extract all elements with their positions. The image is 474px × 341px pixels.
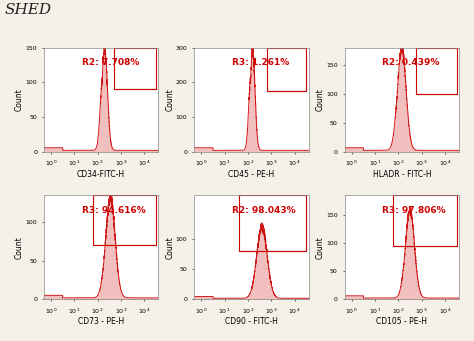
X-axis label: CD105 - PE-H: CD105 - PE-H — [376, 317, 428, 326]
Y-axis label: Count: Count — [15, 236, 24, 258]
Y-axis label: Count: Count — [316, 88, 325, 111]
Y-axis label: Count: Count — [165, 88, 174, 111]
X-axis label: HLADR - FITC-H: HLADR - FITC-H — [373, 169, 431, 178]
Text: R2: 0.439%: R2: 0.439% — [383, 58, 440, 67]
X-axis label: CD45 - PE-H: CD45 - PE-H — [228, 169, 274, 178]
Y-axis label: Count: Count — [15, 88, 24, 111]
Bar — [267, 48, 306, 91]
Text: R3: 94.616%: R3: 94.616% — [82, 206, 146, 214]
Text: SHED: SHED — [5, 3, 52, 17]
X-axis label: CD73 - PE-H: CD73 - PE-H — [78, 317, 124, 326]
Bar — [238, 195, 306, 251]
Text: R3: 1.261%: R3: 1.261% — [232, 58, 289, 67]
Bar — [416, 48, 456, 94]
Text: R2: 98.043%: R2: 98.043% — [232, 206, 296, 214]
Bar — [392, 195, 456, 246]
X-axis label: CD90 - FITC-H: CD90 - FITC-H — [225, 317, 278, 326]
Text: R3: 97.806%: R3: 97.806% — [383, 206, 446, 214]
Y-axis label: Count: Count — [316, 236, 325, 258]
Y-axis label: Count: Count — [165, 236, 174, 258]
Text: R2: 7.708%: R2: 7.708% — [82, 58, 139, 67]
Bar — [114, 48, 156, 89]
Bar — [93, 195, 156, 245]
X-axis label: CD34-FITC-H: CD34-FITC-H — [77, 169, 125, 178]
